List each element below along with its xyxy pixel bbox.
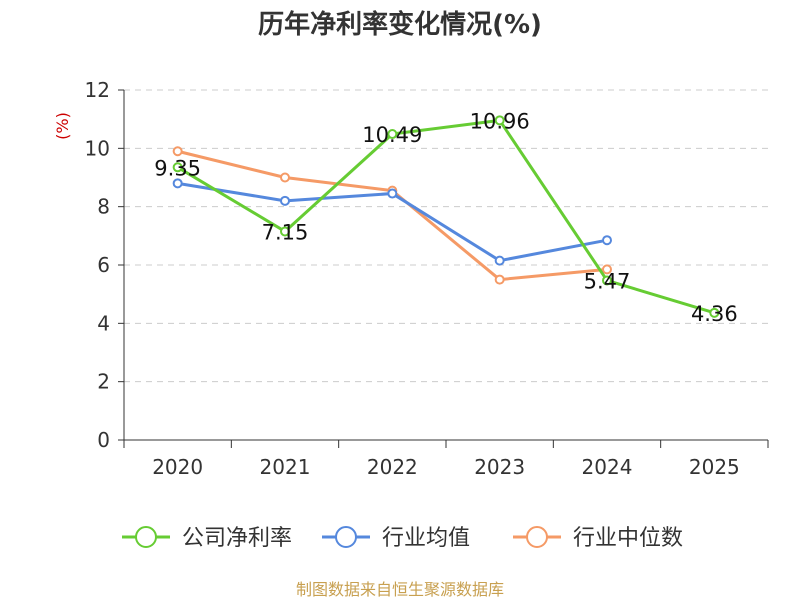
series-1-point-2023: [494, 255, 505, 266]
legend-swatch-marker-2: [526, 526, 548, 548]
legend-item-1: 行业均值: [322, 526, 470, 551]
legend: 公司净利率 行业均值 行业中位数: [122, 526, 683, 551]
x-tick-label-2021: 2021: [260, 455, 311, 479]
data-label-2022: 10.49: [362, 123, 422, 147]
x-tick-label-2024: 2024: [582, 455, 633, 479]
y-tick-label-2: 2: [97, 370, 110, 394]
x-tick-label-2023: 2023: [474, 455, 525, 479]
series-0-point-2020: [172, 162, 183, 173]
series-line-2: [177, 149, 608, 282]
series-lines: [172, 115, 720, 318]
series-1-point-2022: [387, 188, 398, 199]
y-tick-label-10: 10: [85, 136, 110, 160]
series-2-point-2023: [494, 274, 505, 285]
y-tick-label-12: 12: [85, 78, 110, 102]
series-0: [172, 115, 720, 318]
legend-item-2: 行业中位数: [513, 526, 683, 551]
y-tick-label-8: 8: [97, 195, 110, 219]
data-label-2025: 4.36: [691, 302, 738, 326]
chart-title: 历年净利率变化情况(%): [258, 9, 542, 40]
data-labels: 9.35 7.15 10.49 10.96 5.47 4.36: [154, 109, 737, 326]
gridlines: [124, 89, 768, 383]
x-tick-label-2020: 2020: [152, 455, 203, 479]
data-label-2024: 5.47: [584, 269, 631, 293]
series-0-point-2022: [387, 129, 398, 140]
data-label-2023: 10.96: [470, 109, 530, 133]
axes: [118, 89, 769, 448]
x-tick-label-2025: 2025: [689, 455, 740, 479]
x-tick-labels: 2020 2021 2022 2023 2024 2025: [152, 455, 740, 479]
series-line-0: [176, 118, 715, 315]
legend-swatch-marker-1: [335, 526, 357, 548]
series-0-point-2021: [280, 226, 290, 237]
series-2: [172, 146, 612, 285]
series-0-point-2023: [494, 115, 505, 126]
series-2-point-2020: [172, 146, 183, 157]
data-source-note: 制图数据来自恒生聚源数据库: [296, 580, 504, 599]
y-tick-label-6: 6: [97, 253, 110, 277]
data-label-2020: 9.35: [154, 156, 201, 180]
legend-swatch-marker-0: [135, 526, 157, 548]
data-label-2021: 7.15: [262, 220, 309, 244]
legend-label-0: 公司净利率: [182, 526, 292, 551]
series-1-point-2020: [172, 178, 183, 189]
y-tick-labels: 0 2 4 6 8 10 12: [85, 78, 110, 452]
legend-item-0: 公司净利率: [122, 526, 292, 551]
series-2-point-2024: [602, 264, 612, 275]
x-tick-label-2022: 2022: [367, 455, 418, 479]
y-tick-label-4: 4: [97, 311, 110, 335]
legend-label-2: 行业中位数: [573, 526, 683, 551]
series-0-point-2024: [602, 275, 612, 286]
series-1-point-2021: [280, 195, 290, 206]
series-0-point-2025: [709, 307, 720, 318]
series-2-point-2021: [280, 172, 290, 183]
legend-label-1: 行业均值: [382, 526, 470, 551]
y-tick-label-0: 0: [97, 428, 110, 452]
y-axis-label: (%): [53, 112, 72, 140]
series-1: [172, 178, 612, 266]
series-1-point-2024: [602, 235, 612, 246]
